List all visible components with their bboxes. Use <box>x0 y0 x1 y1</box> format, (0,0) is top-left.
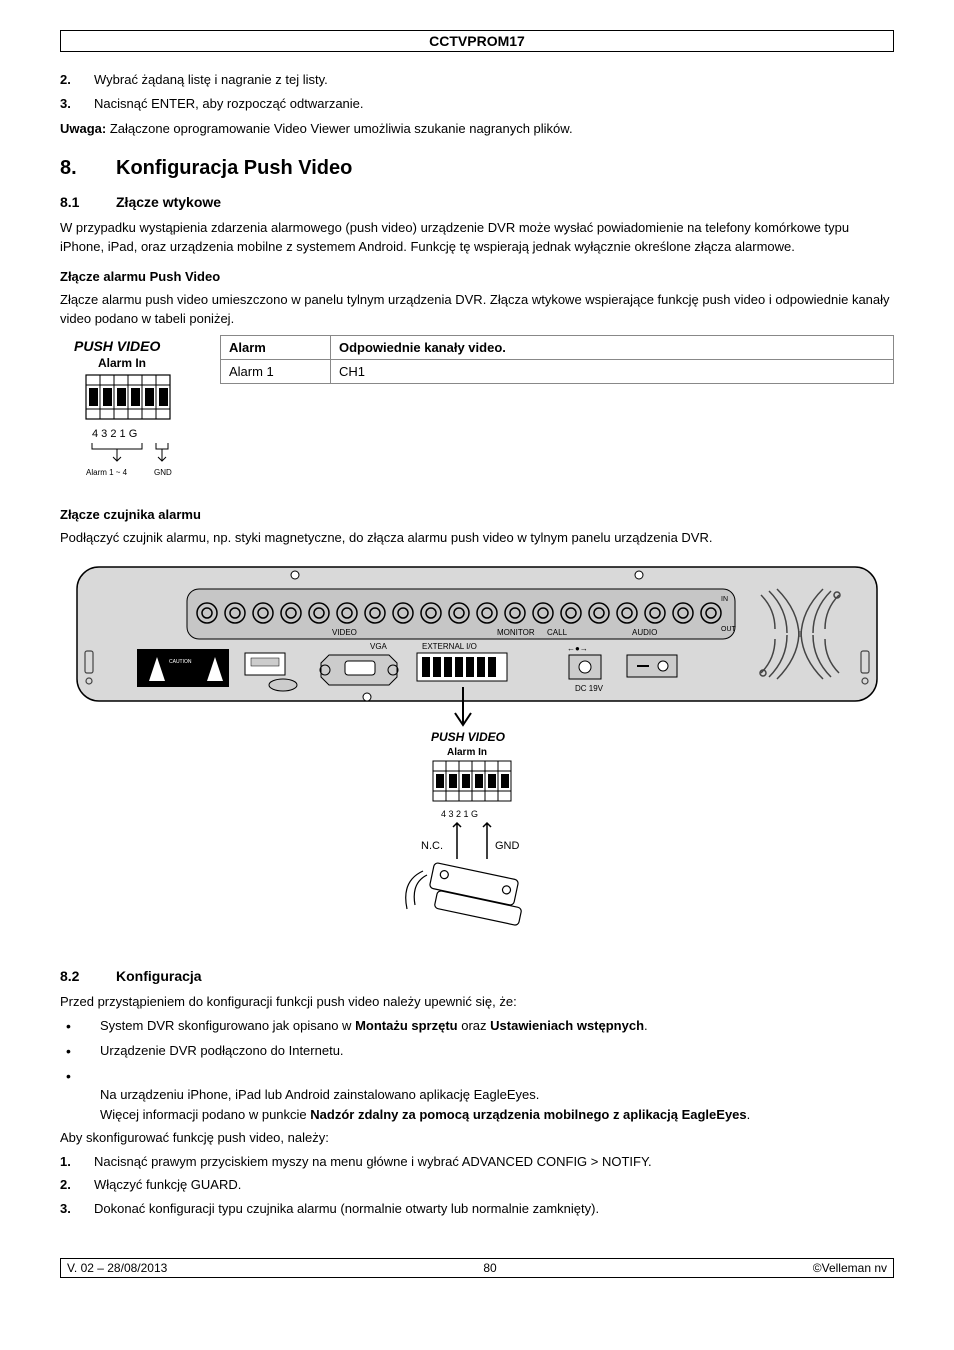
diagram-pin-numbers: 4 3 2 1 G <box>92 428 137 440</box>
label-call: CALL <box>547 628 568 637</box>
item-text: Nacisnąć ENTER, aby rozpocząć odtwarzani… <box>94 94 364 114</box>
config-steps-list: 1. Nacisnąć prawym przyciskiem myszy na … <box>60 1152 894 1219</box>
subsection-title: Konfiguracja <box>116 968 202 984</box>
subsection-number: 8.1 <box>60 194 116 210</box>
diagram-label-alarm: Alarm 1 ~ 4 <box>86 468 128 477</box>
list-item: System DVR skonfigurowano jak opisano w … <box>60 1016 894 1037</box>
table-header: Alarm <box>221 335 331 359</box>
list-item: 2. Wybrać żądaną listę i nagranie z tej … <box>60 70 894 90</box>
svg-text:←●→: ←●→ <box>567 644 588 653</box>
connector-and-table-row: PUSH VIDEO Alarm In 4 3 2 1 G <box>60 335 894 495</box>
dvr-back-panel-diagram: VIDEO MONITOR CALL AUDIO IN OUT CAUTION <box>60 561 894 944</box>
item-text: Wybrać żądaną listę i nagranie z tej lis… <box>94 70 328 90</box>
list-item: 3. Dokonać konfiguracji typu czujnika al… <box>60 1199 894 1219</box>
label-gnd: GND <box>495 840 520 852</box>
item-number: 3. <box>60 1199 94 1219</box>
subsection-heading: 8.2Konfiguracja <box>60 968 894 984</box>
item-number: 2. <box>60 70 94 90</box>
bullet-text: . <box>644 1018 648 1033</box>
alarm-channel-table: Alarm Odpowiednie kanały video. Alarm 1 … <box>220 335 894 384</box>
list-item: 2. Włączyć funkcję GUARD. <box>60 1175 894 1195</box>
item-number: 1. <box>60 1152 94 1172</box>
list-item: Na urządzeniu iPhone, iPad lub Android z… <box>60 1066 894 1125</box>
paragraph: Aby skonfigurować funkcję push video, na… <box>60 1128 894 1148</box>
list-item: 1. Nacisnąć prawym przyciskiem myszy na … <box>60 1152 894 1172</box>
label-video: VIDEO <box>332 628 357 637</box>
footer-page-number: 80 <box>483 1261 496 1275</box>
paragraph: Złącze alarmu push video umieszczono w p… <box>60 290 894 329</box>
item-number: 2. <box>60 1175 94 1195</box>
bullet-text: System DVR skonfigurowano jak opisano w <box>100 1018 355 1033</box>
diagram-subtitle: Alarm In <box>98 356 146 370</box>
label-monitor: MONITOR <box>497 628 535 637</box>
paragraph: W przypadku wystąpienia zdarzenia alarmo… <box>60 218 894 257</box>
bullet-bold: Montażu sprzętu <box>355 1018 458 1033</box>
section-heading: 8.Konfiguracja Push Video <box>60 157 894 180</box>
note-label: Uwaga: <box>60 121 106 136</box>
bullet-bold: Nadzór zdalny za pomocą urządzenia mobil… <box>310 1107 746 1122</box>
label-dc: DC 19V <box>575 684 604 693</box>
note-text: Załączone oprogramowanie Video Viewer um… <box>106 121 572 136</box>
table-row: Alarm 1 CH1 <box>221 359 894 383</box>
panel-svg: VIDEO MONITOR CALL AUDIO IN OUT CAUTION <box>67 561 887 941</box>
subsection-heading: 8.1Złącze wtykowe <box>60 194 894 210</box>
push-video-connector-diagram: PUSH VIDEO Alarm In 4 3 2 1 G <box>60 335 200 495</box>
bullet-bold: Ustawieniach wstępnych <box>490 1018 644 1033</box>
bullet-text: . <box>747 1107 751 1122</box>
svg-text:CAUTION: CAUTION <box>169 659 192 665</box>
bullet-text: Urządzenie DVR podłączono do Internetu. <box>100 1041 344 1062</box>
list-item: 3. Nacisnąć ENTER, aby rozpocząć odtwarz… <box>60 94 894 114</box>
section-title: Konfiguracja Push Video <box>116 157 352 179</box>
list-item: Urządzenie DVR podłączono do Internetu. <box>60 1041 894 1062</box>
table-header: Odpowiednie kanały video. <box>331 335 894 359</box>
intro-list: 2. Wybrać żądaną listę i nagranie z tej … <box>60 70 894 113</box>
page: CCTVPROM17 2. Wybrać żądaną listę i nagr… <box>0 0 954 1298</box>
document-title: CCTVPROM17 <box>429 33 525 49</box>
table-cell: CH1 <box>331 359 894 383</box>
label-ext-io: EXTERNAL I/O <box>422 642 477 651</box>
subsection-title: Złącze wtykowe <box>116 194 221 210</box>
label-audio: AUDIO <box>632 628 657 637</box>
footer-copyright: ©Velleman nv <box>813 1261 887 1275</box>
magnetic-sensor-icon <box>406 862 522 925</box>
footer-version: V. 02 – 28/08/2013 <box>67 1261 167 1275</box>
paragraph: Podłączyć czujnik alarmu, np. styki magn… <box>60 528 894 548</box>
item-number: 3. <box>60 94 94 114</box>
prerequisite-list: System DVR skonfigurowano jak opisano w … <box>60 1016 894 1125</box>
item-text: Nacisnąć prawym przyciskiem myszy na men… <box>94 1152 652 1172</box>
minor-heading: Złącze czujnika alarmu <box>60 507 894 522</box>
subsection-number: 8.2 <box>60 968 116 984</box>
minor-heading: Złącze alarmu Push Video <box>60 269 894 284</box>
diagram-label-gnd: GND <box>154 468 172 477</box>
note-paragraph: Uwaga: Załączone oprogramowanie Video Vi… <box>60 119 894 139</box>
document-footer: V. 02 – 28/08/2013 80 ©Velleman nv <box>60 1258 894 1278</box>
paragraph: Przed przystąpieniem do konfiguracji fun… <box>60 992 894 1012</box>
document-header: CCTVPROM17 <box>60 30 894 52</box>
bullet-text: oraz <box>458 1018 491 1033</box>
section-number: 8. <box>60 157 116 180</box>
diagram-pin-numbers: 4 3 2 1 G <box>441 809 478 819</box>
label-in: IN <box>721 596 728 603</box>
label-nc: N.C. <box>421 840 443 852</box>
diagram-subtitle: Alarm In <box>447 747 487 758</box>
table-cell: Alarm 1 <box>221 359 331 383</box>
label-out: OUT <box>721 626 737 633</box>
diagram-title: PUSH VIDEO <box>74 338 160 354</box>
item-text: Dokonać konfiguracji typu czujnika alarm… <box>94 1199 599 1219</box>
item-text: Włączyć funkcję GUARD. <box>94 1175 241 1195</box>
diagram-title: PUSH VIDEO <box>431 730 506 744</box>
label-vga: VGA <box>370 642 388 651</box>
